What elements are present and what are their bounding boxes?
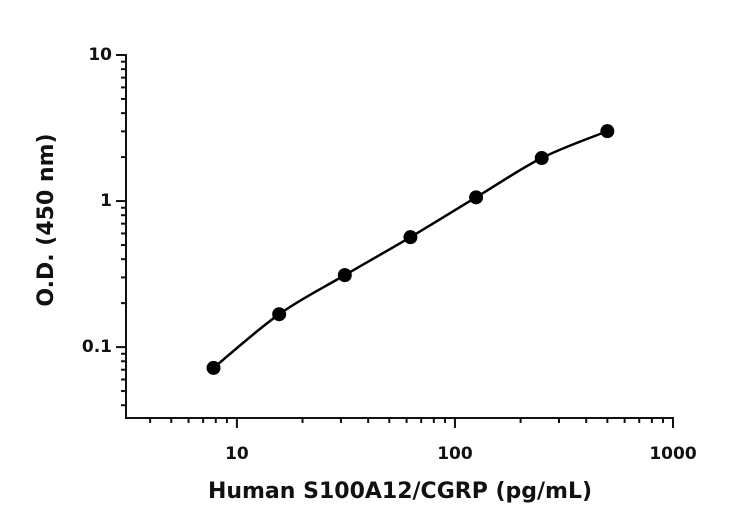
point [469,190,484,205]
x-tick-label: 100 [437,444,473,464]
y-tick-label: 10 [88,45,112,65]
y-tick-label: 1 [100,191,112,211]
point [534,151,549,166]
x-tick-label: 10 [225,444,249,464]
y-axis-title: O.D. (450 nm) [34,133,59,306]
point [403,230,418,245]
y-tick-label: 0.1 [82,337,112,357]
point [600,124,615,139]
point [337,268,352,283]
x-tick-label: 1000 [649,444,696,464]
point [206,360,221,375]
point [272,307,287,322]
fit-curve [212,129,608,369]
x-axis-title: Human S100A12/CGRP (pg/mL) [208,479,592,504]
